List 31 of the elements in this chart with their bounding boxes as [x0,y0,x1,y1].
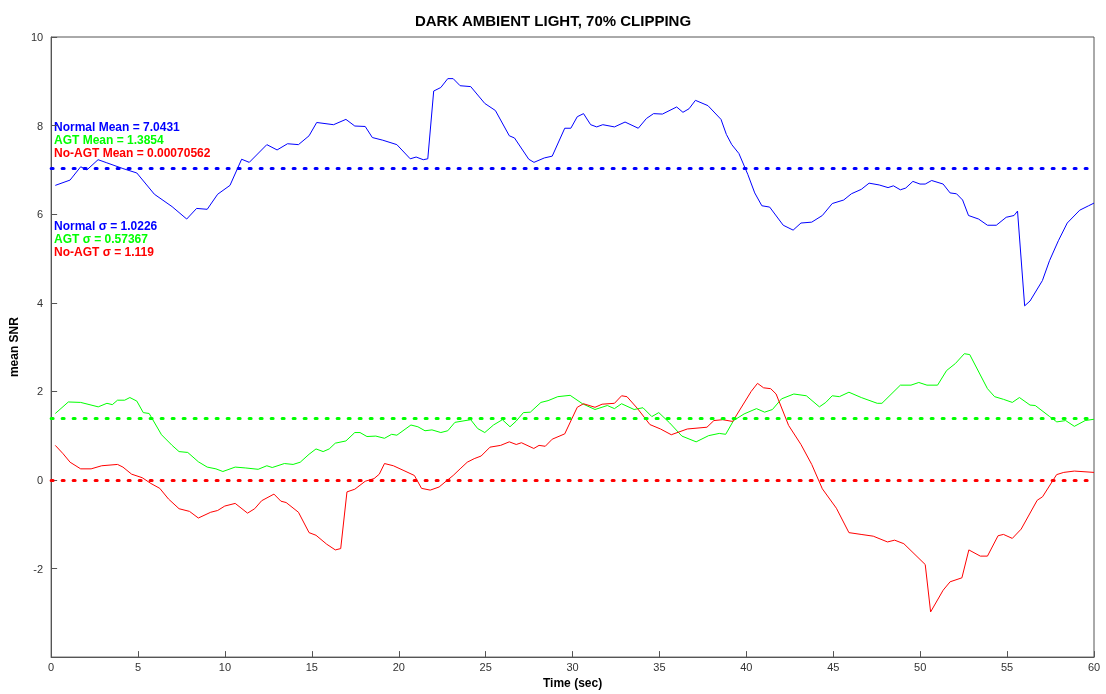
annotation: AGT σ = 0.57367 [54,232,149,246]
x-tick-label: 35 [653,660,666,673]
x-tick-label: 20 [392,660,405,673]
y-tick-label: 10 [30,31,44,43]
x-tick-label: 25 [479,660,492,673]
x-axis-title: Time (sec) [543,676,603,690]
line-series [54,78,1095,307]
x-tick-label: 60 [1087,660,1101,673]
x-tick-label: 30 [566,660,579,673]
y-tick-label: 0 [37,473,44,486]
annotation: No-AGT Mean = 0.00070562 [54,146,211,160]
annotation: Normal Mean = 7.0431 [54,120,181,134]
x-tick-label: 55 [1000,660,1014,673]
chart-title: DARK AMBIENT LIGHT, 70% CLIPPING [414,12,692,29]
x-tick-label: 15 [305,660,318,673]
x-tick-label: 0 [48,660,55,673]
x-tick-label: 40 [740,660,753,673]
annotation: No-AGT σ = 1.119 [54,245,155,259]
y-tick-label: 8 [37,119,44,132]
x-tick-label: 50 [914,660,927,673]
y-tick-label: -2 [33,562,44,575]
annotation: Normal σ = 1.0226 [54,219,158,233]
y-tick-label: 6 [37,208,44,221]
y-axis-title: mean SNR [7,316,21,378]
annotation: AGT Mean = 1.3854 [54,133,165,147]
x-tick-label: 5 [134,660,142,673]
y-tick-label: 2 [37,385,44,398]
x-tick-label: 10 [218,660,232,673]
line-series [54,382,1095,613]
y-tick-label: 4 [37,296,44,309]
x-tick-label: 45 [827,660,840,673]
